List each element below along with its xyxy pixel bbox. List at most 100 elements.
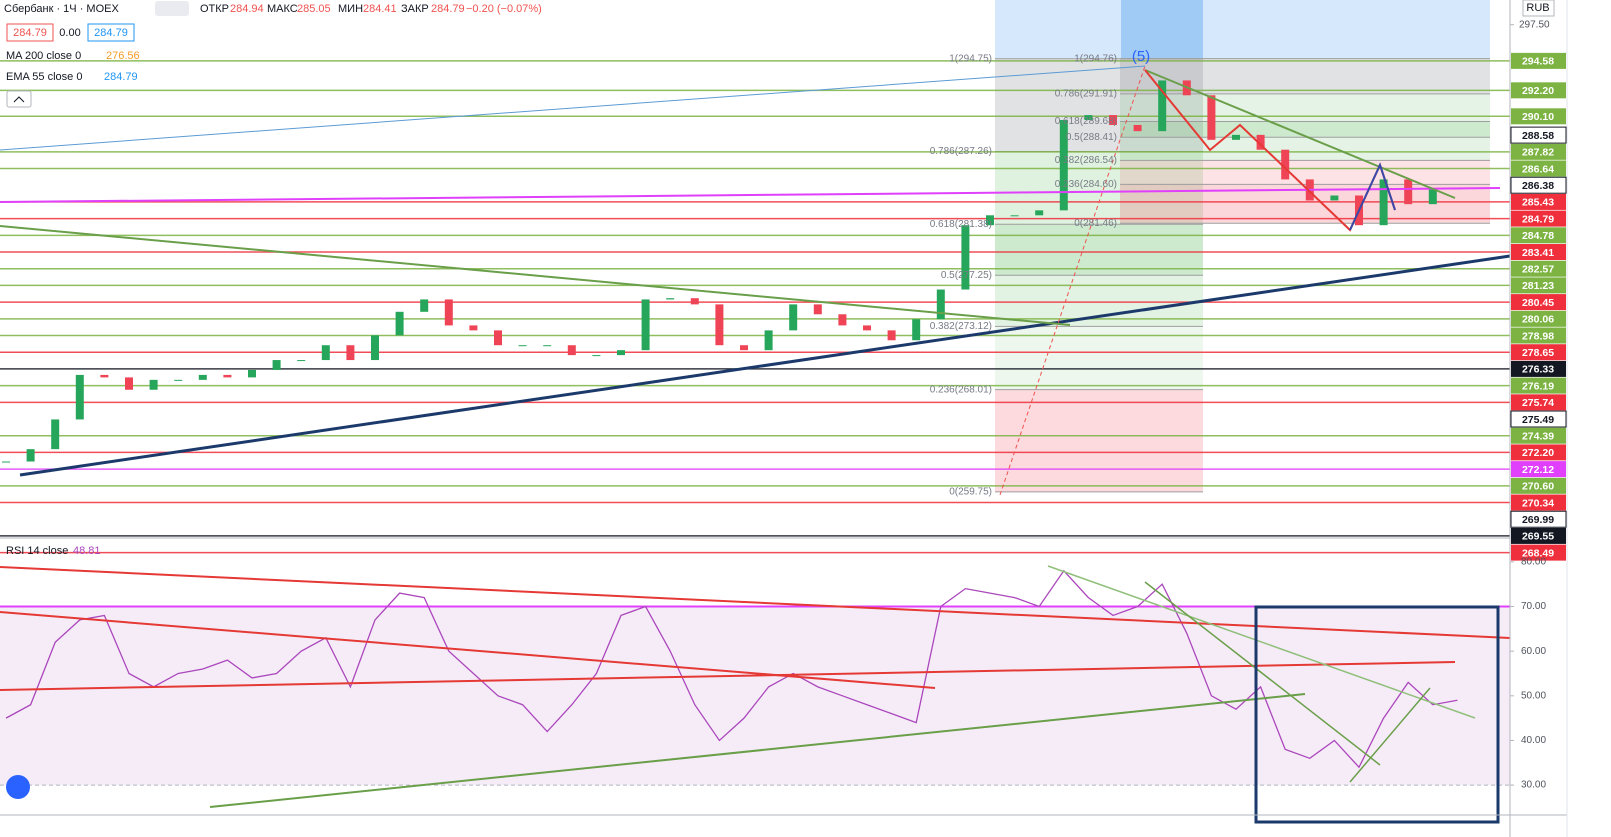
price-tag-label: 280.45: [1522, 297, 1554, 309]
price-tag: [1511, 244, 1566, 261]
price-tag-label: 284.78: [1522, 230, 1554, 242]
price-tag-label: 281.23: [1522, 280, 1554, 292]
bid: 284.79: [13, 27, 47, 39]
candle: [1330, 195, 1339, 201]
price-tag-label: 290.10: [1522, 111, 1554, 123]
price-tag-label: 284.79: [1522, 213, 1554, 225]
time-highlight: [995, 0, 1490, 59]
price-tag: [1511, 444, 1566, 461]
change: −0.20 (−0.07%): [466, 3, 542, 15]
indicator-name: MA 200 close 0: [6, 50, 81, 62]
candle: [100, 374, 109, 378]
candle: [789, 304, 798, 331]
price-tag-label: 288.58: [1522, 130, 1554, 142]
fib-label: 0(281.46): [1074, 218, 1117, 229]
price-tag: [1510, 510, 1567, 528]
collapse-icon: [13, 96, 25, 103]
price-tag: [1511, 360, 1566, 377]
candle: [297, 360, 306, 362]
indicator-value: 284.79: [104, 71, 138, 83]
fib-label: 0.786(291.91): [1055, 89, 1117, 100]
fib-label: 0.382(273.12): [930, 321, 992, 332]
price-tag-label: 278.65: [1522, 347, 1554, 359]
price-tag-label: 282.57: [1522, 263, 1554, 275]
candle: [690, 298, 699, 305]
rsi-trend: [1144, 581, 1381, 766]
ohlc-label: ЗАКР: [401, 3, 429, 15]
trend-line: [0, 65, 1146, 151]
price-tag: [1511, 344, 1566, 361]
trend-line: [0, 225, 1071, 326]
rsi-trend: [209, 693, 1306, 808]
price-tag: [1511, 52, 1566, 69]
price-tag-label: 294.58: [1522, 56, 1554, 68]
price-tag-label: 272.20: [1522, 447, 1554, 459]
ask-box: [87, 23, 135, 42]
fib-label: 0.236(268.01): [930, 384, 992, 395]
candle: [641, 299, 650, 351]
price-tag: [1510, 410, 1567, 428]
toggle-buttons[interactable]: [155, 1, 189, 16]
candle: [1207, 95, 1216, 140]
fib-label: 1(294.76): [1074, 53, 1117, 64]
fib-zone: [1120, 121, 1490, 138]
rsi-trend: [0, 661, 1456, 691]
spread: 0.00: [59, 27, 80, 39]
y-tick-label: 30.00: [1521, 780, 1546, 791]
fib-label: 0(259.75): [949, 486, 992, 497]
candle: [2, 461, 10, 463]
fib-label: 0.618(281.38): [930, 219, 992, 230]
rsi-trend: [1047, 565, 1476, 719]
price-tag: [1511, 477, 1566, 494]
indicator-name: EMA 55 close 0: [6, 71, 82, 83]
currency: RUB: [1526, 2, 1549, 14]
candle: [149, 379, 158, 390]
candle: [764, 330, 773, 351]
candle: [51, 419, 60, 450]
price-tag: [1511, 394, 1566, 411]
candle: [346, 345, 355, 361]
price-tag: [1511, 461, 1566, 478]
price-tag: [1511, 82, 1566, 99]
price-tag: [1511, 310, 1566, 327]
candle: [838, 314, 847, 326]
fib-label: 0.236(284.60): [1055, 179, 1117, 190]
symbol: Сбербанк · 1Ч · MOEX: [4, 3, 119, 15]
labels: Сбербанк · 1Ч · MOEX ОТКР 284.94 МАКС 28…: [4, 2, 1554, 791]
price-tag: [1511, 377, 1566, 394]
candle: [986, 215, 994, 226]
price-tag: [1510, 176, 1567, 194]
fib-zone: [1120, 160, 1490, 185]
collapse-button[interactable]: [6, 90, 32, 108]
rsi-title: RSI 14 close: [6, 545, 68, 557]
fib-zone: [995, 326, 1203, 390]
price-tag: [1510, 126, 1567, 144]
price-tag-label: 276.33: [1522, 364, 1554, 376]
price-tag-label: 276.19: [1522, 380, 1554, 392]
y-tick-label: 297.50: [1519, 19, 1550, 30]
candle: [321, 345, 330, 361]
background-layer: [0, 0, 1510, 786]
candle: [1084, 115, 1093, 121]
fib-label: 0.5(288.41): [1066, 132, 1117, 143]
currency-box[interactable]: [1522, 0, 1555, 17]
candle: [592, 355, 601, 357]
price-tag: [1511, 210, 1566, 227]
rsi-trend: [0, 566, 1511, 639]
rsi-value: 48.81: [73, 545, 101, 557]
candle: [617, 350, 625, 356]
price-tag-label: 270.34: [1522, 497, 1554, 509]
wave-label: (5): [1132, 48, 1150, 65]
price-tag: [1511, 527, 1566, 544]
y-tick-label: 50.00: [1521, 690, 1546, 701]
candle: [1256, 134, 1265, 150]
y-tick-label: 70.00: [1521, 601, 1546, 612]
candle: [444, 299, 453, 326]
ohlc-label: ОТКР: [200, 3, 229, 15]
fib-diagonal: [999, 65, 1146, 496]
fib-label: 0.382(286.54): [1055, 155, 1117, 166]
candle: [936, 289, 945, 320]
candle: [272, 360, 281, 370]
candle: [420, 299, 429, 312]
